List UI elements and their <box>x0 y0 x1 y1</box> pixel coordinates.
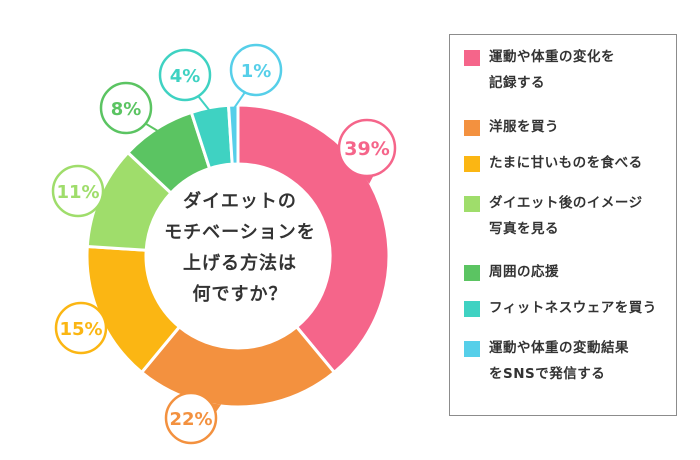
percent-callouts: 39% 22% 15% 11% 8% 4% 1% <box>51 43 397 445</box>
legend-label: たまに甘いものを食べる <box>489 150 643 176</box>
chart-title-line: モチベーションを <box>164 222 316 243</box>
legend-label-line: 運動や体重の変化を <box>489 49 615 65</box>
legend-label-line: 記録する <box>489 75 545 91</box>
legend-label-line: たまに甘いものを食べる <box>489 155 643 171</box>
legend-label: 周囲の応援 <box>489 259 559 285</box>
legend-label-line: をSNSで発信する <box>489 366 606 382</box>
percent-label: 1% <box>241 61 272 82</box>
callout-leader <box>197 95 212 113</box>
legend-swatch <box>464 265 480 281</box>
legend-swatch <box>464 50 480 66</box>
legend-swatch <box>464 341 480 357</box>
legend-item: たまに甘いものを食べる <box>464 153 670 176</box>
chart-title: ダイエットの モチベーションを 上げる方法は 何ですか？ <box>155 186 325 310</box>
percent-callout: 4% <box>158 48 212 113</box>
percent-label: 8% <box>111 99 142 120</box>
legend-item: 運動や体重の変動結果 をSNSで発信する <box>464 338 670 387</box>
percent-callout: 39% <box>337 118 397 184</box>
legend-swatch <box>464 196 480 212</box>
percent-callout: 8% <box>99 81 160 135</box>
legend-label: フィットネスウェアを買う <box>489 295 657 321</box>
legend-item: 運動や体重の変化を 記録する <box>464 47 670 96</box>
legend-item: フィットネスウェアを買う <box>464 298 670 321</box>
legend-label-line: フィットネスウェアを買う <box>489 300 657 316</box>
percent-label: 4% <box>170 66 201 87</box>
legend-label: ダイエット後のイメージ 写真を見る <box>489 190 643 242</box>
legend-item: 周囲の応援 <box>464 262 670 285</box>
percent-label: 11% <box>56 182 99 203</box>
callout-leader <box>232 91 246 110</box>
callout-bubble <box>54 301 108 355</box>
legend-swatch <box>464 156 480 172</box>
legend-label: 運動や体重の変動結果 をSNSで発信する <box>489 335 629 387</box>
legend-swatch <box>464 120 480 136</box>
percent-label: 22% <box>169 409 212 430</box>
chart-title-line: 上げる方法は <box>183 253 297 274</box>
legend-label-line: ダイエット後のイメージ <box>489 195 643 211</box>
legend-label-line: 洋服を買う <box>489 119 559 135</box>
legend-swatch <box>464 301 480 317</box>
legend-label-line: 周囲の応援 <box>489 264 559 280</box>
legend: 運動や体重の変化を 記録する 洋服を買う たまに甘いものを食べる ダイエット後の… <box>449 34 677 416</box>
callout-bubble <box>229 43 283 97</box>
percent-callout: 1% <box>229 43 283 110</box>
percent-label: 39% <box>344 138 389 160</box>
callout-bubble <box>51 164 105 218</box>
legend-label: 運動や体重の変化を 記録する <box>489 44 615 96</box>
chart-title-line: ダイエットの <box>183 191 297 212</box>
callout-bubble <box>164 391 218 445</box>
legend-label-line: 写真を見る <box>489 221 559 237</box>
legend-item: 洋服を買う <box>464 117 670 140</box>
legend-item: ダイエット後のイメージ 写真を見る <box>464 193 670 242</box>
legend-label: 洋服を買う <box>489 114 559 140</box>
callout-bubble <box>99 81 153 135</box>
callout-bubble <box>158 48 212 102</box>
percent-callout: 22% <box>164 391 222 445</box>
percent-label: 15% <box>59 319 102 340</box>
percent-callout: 11% <box>51 164 110 218</box>
percent-callout: 15% <box>54 301 110 355</box>
callout-bubble <box>337 118 397 178</box>
callout-leader <box>145 122 160 133</box>
legend-label-line: 運動や体重の変動結果 <box>489 340 629 356</box>
donut-hole <box>146 164 330 348</box>
chart-title-line: 何ですか？ <box>192 284 288 305</box>
